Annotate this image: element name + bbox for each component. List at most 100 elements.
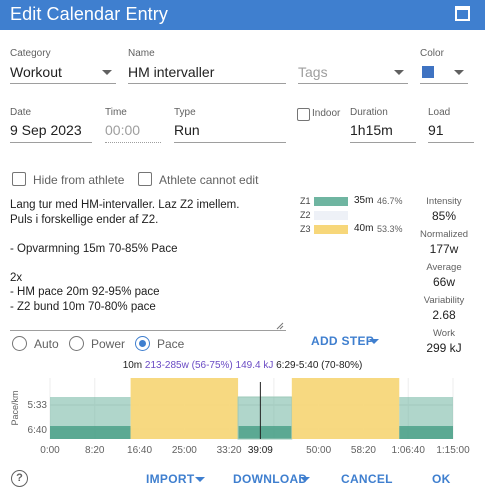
- load-value: 91: [428, 122, 444, 138]
- zone-pct: 46.7%: [377, 196, 403, 206]
- cancel-label: CANCEL: [341, 472, 393, 486]
- download-label: DOWNLOAD: [233, 472, 308, 486]
- import-button[interactable]: IMPORT: [146, 472, 205, 486]
- name-label: Name: [128, 48, 155, 59]
- date-label: Date: [10, 107, 32, 118]
- stat-value: 2.68: [432, 308, 456, 322]
- radio-power-label: Power: [91, 337, 126, 351]
- cancel-button[interactable]: CANCEL: [341, 472, 393, 486]
- step-power: 213-285w (56-75%): [144, 360, 233, 371]
- athlete-cannot-edit-checkbox[interactable]: [138, 172, 152, 186]
- x-tick-label: 33:20: [217, 445, 242, 456]
- hide-from-athlete-label: Hide from athlete: [33, 173, 125, 187]
- x-tick-label: 16:40: [127, 445, 152, 456]
- color-swatch: [422, 66, 434, 78]
- chart-xticks: 0:00 8:20 16:40 25:00 33:20 39:09 50:00 58:20 1:…: [40, 442, 470, 456]
- date-field[interactable]: Date 9 Sep 2023: [10, 107, 92, 145]
- stat-average: Average 66w: [412, 262, 476, 289]
- resize-handle-icon[interactable]: [276, 322, 284, 330]
- ok-label: OK: [432, 472, 451, 486]
- stat-value: 66w: [432, 275, 455, 289]
- duration-value: 1h15m: [350, 122, 393, 138]
- indoor-checkbox[interactable]: [297, 108, 310, 121]
- stat-variability: Variability 2.68: [412, 295, 476, 322]
- tags-select[interactable]: Tags: [298, 48, 408, 86]
- radio-auto-label: Auto: [34, 337, 59, 351]
- time-field[interactable]: Time 00:00: [105, 107, 161, 145]
- maximize-icon[interactable]: [455, 6, 470, 21]
- chevron-down-icon: [102, 70, 112, 75]
- workout-step-z3[interactable]: [291, 378, 400, 439]
- chart-segments: [50, 378, 453, 440]
- stat-label: Work: [433, 328, 455, 339]
- type-value: Run: [174, 122, 200, 138]
- date-value: 9 Sep 2023: [10, 122, 82, 138]
- cursor-time-label: 39:09: [248, 445, 273, 456]
- category-label: Category: [10, 48, 51, 59]
- zone-bar: [314, 197, 348, 206]
- athlete-cannot-edit-label: Athlete cannot edit: [159, 173, 259, 187]
- download-button[interactable]: DOWNLOAD: [233, 472, 310, 486]
- stat-label: Normalized: [419, 229, 469, 240]
- chevron-down-icon: [454, 70, 464, 75]
- stat-value: 177w: [429, 242, 459, 256]
- workout-step-band: [50, 426, 131, 439]
- time-placeholder: 00:00: [105, 122, 141, 138]
- name-field[interactable]: Name HM intervaller: [128, 48, 286, 86]
- zone-time: 40m: [354, 223, 374, 234]
- add-step-label: ADD STEP: [311, 334, 375, 348]
- help-icon[interactable]: ?: [11, 470, 28, 487]
- workout-step-z3[interactable]: [130, 378, 239, 439]
- y-tick-label: 5:33: [28, 400, 48, 411]
- x-tick-label: 8:20: [85, 445, 105, 456]
- stat-value: 299 kJ: [426, 341, 462, 355]
- duration-field[interactable]: Duration 1h15m: [350, 107, 416, 145]
- load-field[interactable]: Load 91: [428, 107, 474, 145]
- stat-label: Intensity: [426, 196, 462, 207]
- type-select[interactable]: Type Run: [174, 107, 286, 145]
- zone-pct: 53.3%: [377, 224, 403, 234]
- radio-power[interactable]: [69, 336, 84, 351]
- stat-label: Variability: [423, 295, 465, 306]
- chevron-down-icon: [369, 339, 379, 344]
- indoor-label: Indoor: [312, 108, 341, 119]
- cursor-label-bg: [244, 442, 277, 455]
- zone-bar: [314, 211, 348, 220]
- x-tick-label: 0:00: [40, 445, 60, 456]
- workout-step-band: [399, 426, 453, 439]
- zone-name: Z3: [300, 224, 311, 234]
- type-label: Type: [174, 107, 196, 118]
- x-tick-label: 1:15:00: [436, 445, 470, 456]
- zone-name: Z1: [300, 196, 311, 206]
- stat-label: Average: [426, 262, 462, 273]
- zone-row: Z2: [300, 209, 410, 223]
- import-label: IMPORT: [146, 472, 195, 486]
- category-select[interactable]: Category Workout: [10, 48, 116, 86]
- hide-from-athlete-checkbox[interactable]: [12, 172, 26, 186]
- step-summary: 10m 213-285w (56-75%) 149.4 kJ 6:29-5:40…: [0, 360, 485, 371]
- stat-normalized: Normalized 177w: [412, 229, 476, 256]
- chevron-down-icon: [195, 477, 205, 482]
- workout-step-band: [238, 426, 292, 439]
- tags-placeholder: Tags: [298, 64, 328, 80]
- description-textarea[interactable]: Lang tur med HM-intervaller. Laz Z2 imel…: [10, 199, 240, 313]
- stat-intensity: Intensity 85%: [412, 196, 476, 223]
- zone-time: 35m: [354, 195, 374, 206]
- color-select[interactable]: Color: [420, 48, 468, 86]
- zone-row: Z1 35m 46.7%: [300, 195, 410, 209]
- step-duration: 10m: [122, 360, 143, 371]
- stat-work: Work 299 kJ: [412, 328, 476, 355]
- zone-row: Z3 40m 53.3%: [300, 223, 410, 237]
- load-label: Load: [428, 107, 451, 118]
- ok-button[interactable]: OK: [432, 472, 451, 486]
- chevron-down-icon: [394, 70, 404, 75]
- stat-value: 85%: [431, 209, 457, 223]
- radio-pace[interactable]: [135, 336, 150, 351]
- radio-pace-label: Pace: [157, 337, 185, 351]
- add-step-button[interactable]: ADD STEP: [311, 334, 379, 348]
- zone-name: Z2: [300, 210, 311, 220]
- name-value: HM intervaller: [128, 64, 215, 80]
- workout-chart[interactable]: Pace/km 5:33 6:40 0:00 8:20 16:40 25:00 33:20…: [0, 372, 485, 460]
- radio-auto[interactable]: [12, 336, 27, 351]
- category-value: Workout: [10, 64, 62, 80]
